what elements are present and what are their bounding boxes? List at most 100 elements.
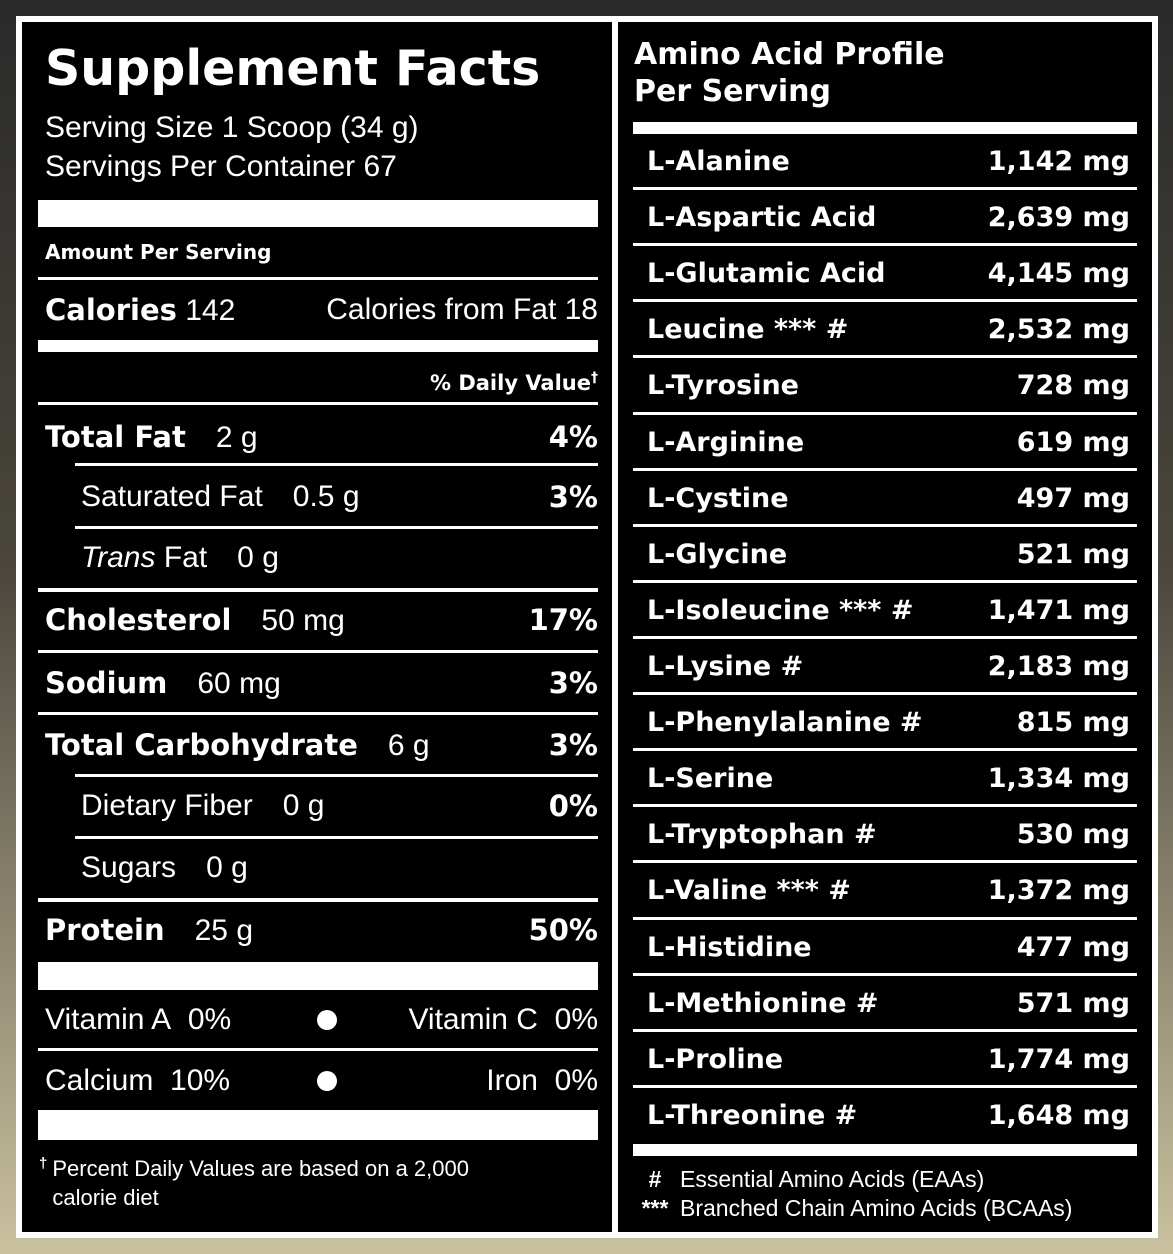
- rule: [75, 463, 598, 466]
- amino-row: L-Histidine 477 mg: [633, 920, 1137, 976]
- amino-amount: 1,648 mg: [987, 1099, 1130, 1131]
- amino-name: L-Histidine: [647, 931, 812, 963]
- rule: [633, 355, 1137, 359]
- nutrient-amount: 0 g: [237, 541, 279, 574]
- footnote-text: Branched Chain Amino Acids (BCAAs): [680, 1195, 1073, 1221]
- amino-title: Amino Acid Profile Per Serving: [634, 36, 945, 110]
- dagger: †: [591, 370, 598, 386]
- amino-name: L-Cystine: [647, 482, 789, 514]
- vitamin-row: Calcium 10% Iron 0%: [45, 1061, 598, 1101]
- amino-name: L-Tyrosine: [647, 370, 799, 402]
- nutrient-dv: 17%: [528, 603, 598, 637]
- amino-name: L-Tryptophan #: [647, 819, 877, 851]
- nutrient-amount: 0.5 g: [292, 480, 360, 513]
- nutrient-dv: 3%: [548, 666, 598, 700]
- rule: [633, 523, 1137, 527]
- amino-name: L-Glutamic Acid: [647, 258, 886, 290]
- amino-amount: 497 mg: [1016, 482, 1130, 514]
- nutrient-amount: 50 mg: [261, 604, 345, 637]
- amino-row: L-Cystine 497 mg: [633, 471, 1137, 527]
- amino-amount: 728 mg: [1016, 370, 1130, 402]
- nutrient-dv: 50%: [528, 913, 598, 947]
- rule: [38, 712, 598, 715]
- bullet: [317, 1010, 337, 1030]
- nutrient-name: Protein: [45, 913, 165, 947]
- footnote: *** Branched Chain Amino Acids (BCAAs): [630, 1194, 1073, 1223]
- nutrient-row: Trans Fat 0 g: [81, 538, 598, 578]
- amino-name: L-Isoleucine *** #: [647, 594, 914, 626]
- amino-amount: 2,183 mg: [987, 651, 1130, 682]
- amino-amount: 1,471 mg: [987, 594, 1130, 626]
- amino-amount: 1,372 mg: [987, 875, 1130, 907]
- bullet: [317, 1071, 337, 1091]
- rule: [633, 579, 1137, 583]
- nutrient-dv: 3%: [548, 480, 598, 514]
- amino-row: L-Phenylalanine # 815 mg: [633, 695, 1137, 752]
- thick-rule: [38, 1110, 598, 1140]
- footnote: # Essential Amino Acids (EAAs): [630, 1165, 985, 1194]
- amino-row: L-Glutamic Acid 4,145 mg: [633, 246, 1137, 303]
- nutrient-dv: 4%: [548, 420, 598, 454]
- amino-row: L-Serine 1,334 mg: [633, 751, 1137, 808]
- footnote-text: Percent Daily Values are based on a 2,00…: [52, 1156, 469, 1210]
- footnote-text: Essential Amino Acids (EAAs): [680, 1166, 985, 1192]
- nutrient-name: Sodium: [45, 666, 168, 700]
- amino-row: L-Methionine # 571 mg: [633, 976, 1137, 1032]
- vitamin-name: Vitamin C: [408, 1003, 538, 1036]
- amino-name: L-Glycine: [647, 538, 788, 570]
- thick-rule: [38, 200, 598, 227]
- amino-name: L-Methionine #: [647, 987, 879, 1019]
- rule: [633, 243, 1137, 247]
- amino-name: L-Aspartic Acid: [647, 202, 877, 234]
- rule: [633, 187, 1137, 191]
- amino-amount: 1,142 mg: [987, 146, 1130, 177]
- nutrient-name: Total Fat: [45, 420, 186, 454]
- nutrient-row: Sugars 0 g: [81, 848, 598, 888]
- rule: [38, 1048, 598, 1051]
- amino-name: L-Lysine #: [647, 651, 804, 682]
- amino-amount: 571 mg: [1016, 987, 1130, 1019]
- amino-row: L-Threonine # 1,648 mg: [633, 1088, 1137, 1144]
- title-line: Amino Acid Profile: [634, 37, 945, 72]
- amino-name: Leucine *** #: [647, 314, 849, 346]
- calories-from-fat: Calories from Fat 18: [326, 293, 598, 326]
- nutrient-name: Total Carbohydrate: [45, 728, 358, 762]
- rule: [633, 804, 1137, 808]
- rule: [38, 898, 598, 902]
- amount-per-serving: Amount Per Serving: [45, 240, 272, 264]
- amino-amount: 477 mg: [1016, 931, 1130, 963]
- amino-row: L-Valine *** # 1,372 mg: [633, 863, 1137, 920]
- nutrient-row: Total Carbohydrate 6 g 3%: [45, 725, 598, 765]
- amino-row: L-Isoleucine *** # 1,471 mg: [633, 583, 1137, 639]
- amino-row: L-Lysine # 2,183 mg: [633, 639, 1137, 696]
- amino-amount: 815 mg: [1016, 707, 1130, 739]
- nutrient-name: Cholesterol: [45, 603, 232, 637]
- rule: [75, 526, 598, 529]
- amino-row: L-Arginine 619 mg: [633, 415, 1137, 471]
- vitamin-dv: 10%: [170, 1064, 231, 1097]
- amino-row: L-Tyrosine 728 mg: [633, 358, 1137, 415]
- calories-row: Calories 142 Calories from Fat 18: [45, 290, 598, 330]
- nutrient-amount: 6 g: [387, 729, 430, 762]
- vitamin-dv: 0%: [187, 1003, 232, 1036]
- daily-value-header: % Daily Value†: [45, 358, 598, 398]
- medium-rule: [633, 122, 1137, 134]
- nutrient-name: Fat: [163, 541, 208, 574]
- title: Supplement Facts: [45, 40, 541, 97]
- amino-name: L-Threonine #: [647, 1099, 858, 1131]
- footnote-symbol: #: [648, 1166, 662, 1192]
- nutrient-amount: 25 g: [194, 914, 253, 947]
- amino-amount: 530 mg: [1016, 819, 1130, 851]
- rule: [633, 1084, 1137, 1088]
- amino-row: L-Aspartic Acid 2,639 mg: [633, 190, 1137, 247]
- daily-value-text: % Daily Value: [429, 371, 591, 395]
- nutrient-name: Dietary Fiber: [81, 789, 253, 822]
- title-line: Per Serving: [634, 74, 831, 109]
- amino-amount: 619 mg: [1016, 426, 1130, 458]
- amino-acid-panel: Amino Acid Profile Per Serving L-Alanine…: [618, 22, 1152, 1232]
- label-frame: Supplement Facts Serving Size 1 Scoop (3…: [16, 16, 1158, 1238]
- medium-rule: [38, 340, 598, 352]
- amino-name: L-Serine: [647, 763, 774, 795]
- rule: [633, 972, 1137, 976]
